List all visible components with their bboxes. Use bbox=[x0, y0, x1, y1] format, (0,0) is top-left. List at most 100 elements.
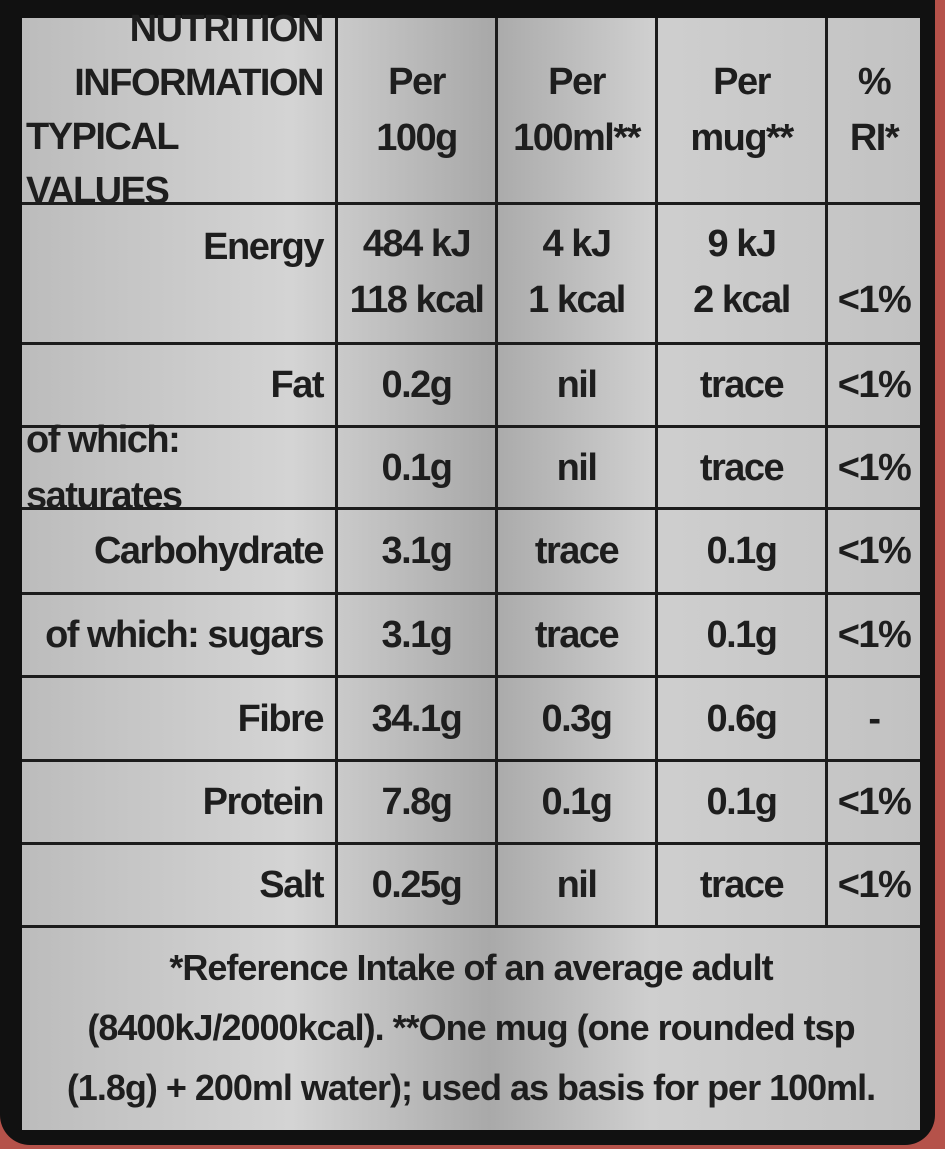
cell-text: INFORMATION bbox=[74, 62, 324, 104]
cell-text: Per bbox=[713, 61, 771, 103]
cell-text: <1% bbox=[837, 446, 912, 489]
nutrient-label: of which: saturates bbox=[22, 419, 338, 517]
nutrient-value: <1% bbox=[828, 845, 920, 925]
cell-text: 0.25g bbox=[371, 864, 463, 906]
nutrient-label: Salt bbox=[22, 845, 338, 925]
nutrient-value: <1% bbox=[828, 428, 920, 507]
cell-text: mug** bbox=[690, 117, 794, 159]
nutrient-value: trace bbox=[498, 510, 658, 592]
cell-text: 0.3g bbox=[541, 697, 613, 740]
cell-text: RI* bbox=[849, 117, 900, 159]
nutrient-value: 9 kJ 2 kcal bbox=[658, 205, 828, 342]
nutrient-value: trace bbox=[658, 428, 828, 507]
nutrient-value: <1% bbox=[828, 762, 920, 842]
cell-text: TYPICAL VALUES bbox=[26, 116, 179, 212]
cell-text: 3.1g bbox=[381, 530, 453, 572]
nutrient-value: nil bbox=[498, 845, 658, 925]
nutrient-value: 0.3g bbox=[498, 678, 658, 759]
cell-text: <1% bbox=[837, 364, 912, 406]
column-header: Per 100g bbox=[338, 18, 498, 202]
nutrient-value: 0.2g bbox=[338, 345, 498, 425]
nutrient-row: of which: sugars 3.1g trace 0.1g <1% bbox=[22, 595, 920, 678]
cell-text: Fat bbox=[270, 364, 325, 406]
cell-text: - bbox=[868, 697, 881, 740]
nutrient-value: 0.1g bbox=[338, 428, 498, 507]
nutrient-value: trace bbox=[658, 845, 828, 925]
nutrient-value: 0.1g bbox=[658, 595, 828, 675]
nutrient-row: Energy 484 kJ 118 kcal 4 kJ 1 kcal 9 kJ 2 kcal… bbox=[22, 205, 920, 345]
cell-text: nil bbox=[556, 364, 598, 406]
nutrient-label: of which: sugars bbox=[22, 595, 338, 675]
cell-text: Energy bbox=[203, 226, 324, 268]
cell-text: Per bbox=[548, 61, 606, 103]
cell-text: trace bbox=[699, 364, 785, 406]
cell-text: of which: saturates bbox=[26, 418, 183, 517]
nutrient-value: <1% bbox=[828, 345, 920, 425]
cell-text: 484 kJ bbox=[362, 223, 472, 265]
cell-text: Carbohydrate bbox=[93, 530, 325, 572]
cell-text: 7.8g bbox=[381, 781, 453, 823]
cell-text: 100g bbox=[376, 117, 458, 159]
cell-text: % bbox=[857, 61, 892, 103]
cell-text: 0.6g bbox=[706, 697, 778, 740]
nutrient-value: nil bbox=[498, 345, 658, 425]
cell-text: trace bbox=[534, 614, 620, 656]
nutrient-row: Salt 0.25g nil trace <1% bbox=[22, 845, 920, 928]
nutrient-row: Fat 0.2g nil trace <1% bbox=[22, 345, 920, 428]
cell-text: 0.1g bbox=[706, 614, 778, 656]
nutrient-value: 4 kJ 1 kcal bbox=[498, 205, 658, 342]
cell-text: 1 kcal bbox=[528, 279, 626, 321]
cell-text: 0.1g bbox=[706, 781, 778, 823]
nutrient-label: Energy bbox=[22, 205, 338, 342]
nutrient-value: 0.1g bbox=[658, 762, 828, 842]
cell-text: trace bbox=[699, 864, 785, 906]
nutrient-row: Carbohydrate 3.1g trace 0.1g <1% bbox=[22, 510, 920, 595]
cell-text: 3.1g bbox=[381, 614, 453, 656]
cell-text: 2 kcal bbox=[693, 279, 791, 321]
cell-text: 0.1g bbox=[541, 781, 613, 823]
cell-text: Fibre bbox=[237, 697, 325, 740]
cell-text: Per bbox=[388, 61, 446, 103]
nutrient-value: 3.1g bbox=[338, 595, 498, 675]
column-header: Per 100ml** bbox=[498, 18, 658, 202]
cell-text: <1% bbox=[837, 781, 912, 823]
nutrient-value: 0.1g bbox=[658, 510, 828, 592]
nutrient-value: 7.8g bbox=[338, 762, 498, 842]
nutrient-row: of which: saturates 0.1g nil trace <1% bbox=[22, 419, 920, 517]
cell-text: <1% bbox=[837, 864, 912, 906]
nutrient-value: nil bbox=[498, 428, 658, 507]
header-title: NUTRITION INFORMATION TYPICAL VALUES bbox=[22, 8, 338, 212]
cell-text: nil bbox=[556, 864, 598, 906]
header-row: NUTRITION INFORMATION TYPICAL VALUES Per 100… bbox=[22, 8, 920, 212]
nutrient-label: Fibre bbox=[22, 678, 338, 759]
nutrient-label: Fat bbox=[22, 345, 338, 425]
cell-text: trace bbox=[699, 446, 785, 489]
cell-text: (8400kJ/2000kcal). **One mug (one rounde… bbox=[87, 1007, 855, 1048]
nutrient-value: 484 kJ 118 kcal bbox=[338, 205, 498, 342]
cell-text: trace bbox=[534, 530, 620, 572]
nutrient-value: 0.6g bbox=[658, 678, 828, 759]
nutrient-value: 34.1g bbox=[338, 678, 498, 759]
nutrient-row: Protein 7.8g 0.1g 0.1g <1% bbox=[22, 762, 920, 845]
nutrient-value: trace bbox=[498, 595, 658, 675]
column-header: Per mug** bbox=[658, 18, 828, 202]
cell-text: 9 kJ bbox=[707, 223, 777, 265]
nutrient-value: <1% bbox=[828, 205, 920, 342]
cell-text: 0.1g bbox=[381, 446, 453, 489]
cell-text: NUTRITION bbox=[129, 8, 325, 50]
nutrient-value: 0.1g bbox=[498, 762, 658, 842]
nutrient-row: Fibre 34.1g 0.3g 0.6g - bbox=[22, 678, 920, 762]
cell-text: *Reference Intake of an average adult bbox=[169, 947, 773, 988]
footnote: *Reference Intake of an average adult (84… bbox=[22, 928, 920, 1128]
column-header: % RI* bbox=[828, 18, 920, 202]
cell-text: <1% bbox=[837, 614, 912, 656]
cell-text: (1.8g) + 200ml water); used as basis for… bbox=[66, 1067, 876, 1108]
nutrient-value: - bbox=[828, 678, 920, 759]
cell-text: of which: sugars bbox=[45, 614, 324, 656]
cell-text: 118 kcal bbox=[349, 279, 485, 321]
nutrient-label: Carbohydrate bbox=[22, 510, 338, 592]
cell-text: 34.1g bbox=[371, 697, 463, 740]
cell-text: 4 kJ bbox=[542, 223, 612, 265]
nutrient-label: Protein bbox=[22, 762, 338, 842]
